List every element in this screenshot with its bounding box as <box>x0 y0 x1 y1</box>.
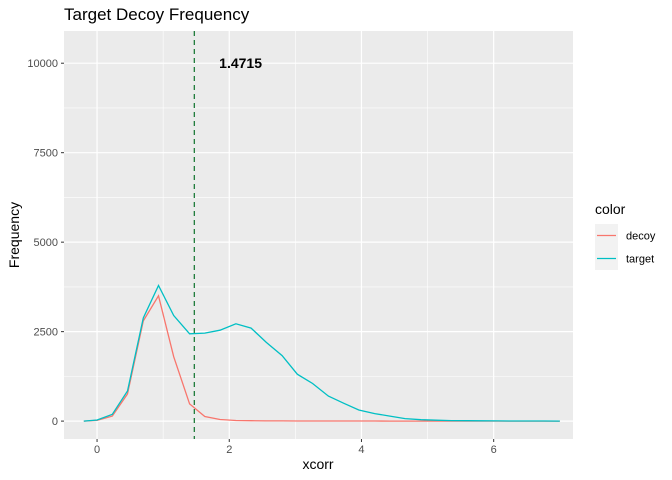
x-tick-label: 2 <box>226 444 232 456</box>
gridlines <box>64 31 573 439</box>
x-tick-label: 0 <box>94 444 100 456</box>
y-tick-label: 2500 <box>34 327 58 339</box>
legend-label-decoy: decoy <box>626 231 656 243</box>
y-tick-label: 7500 <box>34 148 58 160</box>
y-tick-label: 0 <box>52 416 58 428</box>
legend-label-target: target <box>626 254 654 266</box>
x-tick-label: 4 <box>358 444 364 456</box>
x-tick-label: 6 <box>491 444 497 456</box>
y-tick-label: 5000 <box>34 237 58 249</box>
y-tick-label: 10000 <box>27 58 58 70</box>
legend-title: color <box>595 201 626 217</box>
chart-title: Target Decoy Frequency <box>64 5 250 24</box>
y-axis-title: Frequency <box>6 202 22 268</box>
y-axis: 0 2500 5000 7500 10000 <box>27 58 64 428</box>
legend: color decoy target <box>595 201 656 270</box>
x-axis: 0 2 4 6 <box>94 439 497 456</box>
threshold-annotation: 1.4715 <box>219 55 262 71</box>
series-lines <box>83 284 560 422</box>
series-line-target <box>83 284 560 422</box>
x-axis-title: xcorr <box>302 456 333 472</box>
plot-panel <box>64 31 573 439</box>
